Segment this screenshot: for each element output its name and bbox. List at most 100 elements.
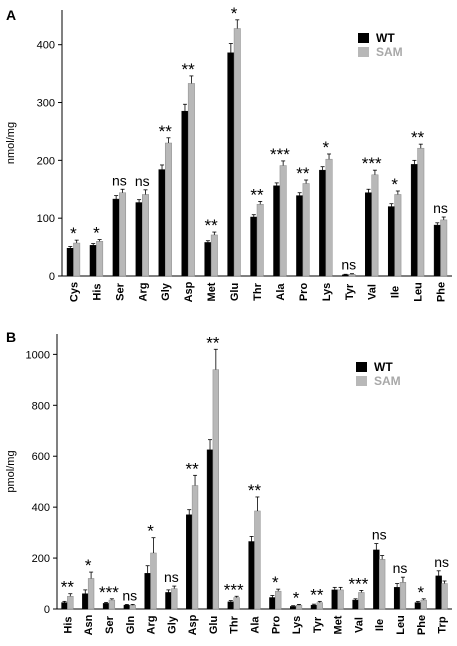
significance-label: **: [296, 164, 310, 183]
significance-label: **: [205, 216, 219, 235]
category-label: Pro: [298, 283, 310, 302]
y-tick-label: 1000: [26, 349, 50, 361]
bar-group: *: [144, 522, 157, 610]
bar-wt: [89, 245, 97, 277]
bar-group: ns: [122, 587, 137, 610]
bar-wt: [227, 601, 234, 610]
bar-sam: [348, 274, 356, 277]
bar-sam: [119, 192, 127, 277]
bar-sam: [441, 583, 448, 610]
significance-label: **: [411, 128, 425, 147]
bar-sam: [67, 596, 74, 610]
bar-wt: [112, 198, 120, 277]
bar-group: *: [269, 573, 282, 610]
bar-group: *: [227, 4, 241, 277]
bar-group: **: [296, 164, 310, 277]
y-tick-label: 300: [37, 98, 55, 110]
bar-wt: [227, 52, 235, 277]
significance-label: *: [323, 138, 330, 157]
bar-wt: [186, 514, 193, 610]
significance-label: **: [250, 185, 264, 204]
bar-group: *: [387, 175, 402, 277]
significance-label: ns: [393, 560, 408, 576]
significance-label: **: [310, 585, 324, 604]
bar-sam: [337, 589, 344, 610]
bar-group: **: [204, 216, 219, 277]
category-label: Glu: [229, 283, 241, 301]
significance-label: ns: [135, 173, 150, 189]
bar-wt: [365, 192, 372, 277]
category-label: Trp: [437, 616, 449, 633]
category-label: Gln: [125, 616, 137, 635]
bar-wt: [342, 274, 350, 277]
bar-group: ***: [349, 574, 369, 610]
bar-group: ns: [393, 560, 408, 610]
bar-group: **: [248, 481, 261, 610]
category-label: Glu: [208, 616, 220, 634]
bar-group: *: [82, 556, 95, 610]
bar-group: *: [319, 138, 333, 277]
y-tick-label: 200: [32, 553, 50, 565]
bar-wt: [204, 242, 212, 277]
bar-wt: [414, 602, 422, 610]
bar-group: *: [89, 224, 104, 277]
bar-group: *: [66, 224, 81, 277]
legend-swatch-sam: [358, 47, 369, 57]
bar-sam: [371, 174, 379, 277]
category-label: Val: [353, 617, 365, 633]
category-label: Thr: [252, 282, 264, 300]
category-label: Met: [333, 615, 345, 634]
bar-wt: [435, 575, 442, 610]
bar-wt: [250, 216, 258, 277]
bar-wt: [181, 110, 189, 277]
panel-a: A 0 100 200 300 400 nmol/mg * Cys * His ns Ser ns Arg *…: [5, 4, 452, 302]
category-label: Ala: [250, 616, 262, 634]
category-label: His: [91, 283, 103, 300]
legend-swatch-wt: [356, 362, 367, 372]
category-label: Ala: [275, 283, 287, 301]
y-tick-label: 0: [49, 271, 55, 283]
category-label: Asp: [187, 614, 199, 635]
bar-group: ns: [434, 554, 449, 610]
legend-label: SAM: [374, 374, 401, 388]
y-tick-label: 400: [32, 502, 50, 514]
bar-sam: [187, 83, 195, 277]
category-label: Leu: [413, 282, 425, 302]
significance-label: *: [418, 583, 425, 602]
bar-wt: [102, 603, 110, 610]
significance-label: *: [231, 4, 238, 23]
bar-sam: [440, 219, 448, 277]
category-label: Leu: [395, 615, 407, 635]
category-label: Lys: [321, 283, 333, 302]
significance-label: **: [206, 333, 220, 352]
significance-label: ***: [99, 583, 119, 602]
bar-group: **: [186, 459, 199, 610]
significance-label: ***: [270, 145, 290, 164]
panel-letter: B: [6, 329, 16, 345]
category-label: Gly: [160, 282, 172, 301]
bar-wt: [135, 202, 143, 277]
bar-sam: [394, 194, 402, 277]
bar-wt: [165, 592, 172, 610]
bar-wt: [269, 597, 276, 610]
significance-label: *: [147, 522, 154, 541]
legend-swatch-sam: [356, 376, 367, 386]
significance-label: ns: [112, 172, 127, 188]
y-tick-label: 600: [32, 451, 50, 463]
bar-sam: [302, 183, 310, 277]
bar-sam: [210, 234, 218, 277]
significance-label: ns: [434, 554, 449, 570]
bar-group: ns: [341, 257, 356, 277]
bar-group: **: [181, 60, 195, 277]
legend-label: WT: [376, 31, 395, 45]
bar-wt: [66, 247, 74, 277]
category-label: Phe: [436, 282, 448, 302]
y-axis-label: pmol/mg: [5, 450, 17, 492]
bar-wt: [82, 593, 89, 610]
significance-label: ns: [122, 587, 137, 603]
bar-group: *: [414, 583, 427, 610]
bar-wt: [206, 449, 214, 610]
significance-label: *: [70, 224, 77, 243]
